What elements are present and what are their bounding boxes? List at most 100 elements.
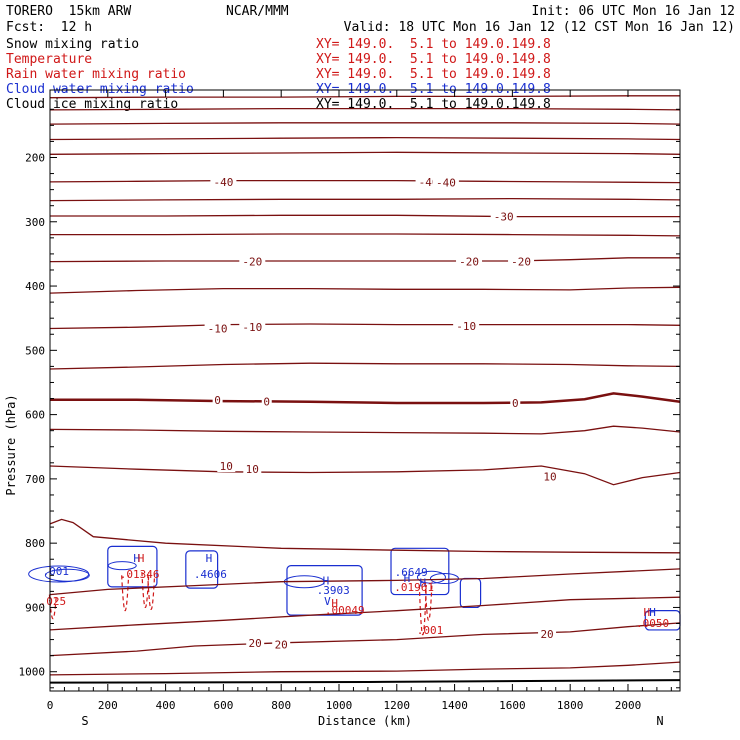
isotherm-label: -40 [213,176,233,189]
isotherm-label-bg [510,397,521,410]
isotherm-label: -20 [242,256,262,269]
cloud-water-label: V [324,595,331,608]
cloud-water-contour [459,577,482,609]
isotherm-label: 20 [275,639,288,652]
north-endpoint: N [656,714,663,728]
rain-label: H [138,552,145,565]
cloud-water-contour [644,610,681,631]
y-tick-label: 900 [25,601,45,614]
legend-snow-xy: XY= 149.0. 5.1 to 149.0.149.8 [316,37,551,52]
y-tick-label: 700 [25,473,45,486]
isotherm-label: -40 [436,177,456,190]
cloud-water-label: H [323,574,330,587]
y-tick-label: 800 [25,537,45,550]
x-axis-title: Distance (km) [318,714,412,728]
isotherm-line [49,568,681,596]
isotherm-label-bg [453,319,480,332]
cloud-water-contour [107,545,158,588]
y-tick-label: 400 [25,280,45,293]
isotherm-label: 20 [249,637,262,650]
isotherm-label-bg [490,210,517,223]
label-layer: -40 -40-40-30-20 -20 -20-10 -10 -100 0 010 10102… [40,175,669,652]
isotherm-label: 0 [512,397,519,410]
isotherm-label: -10 [242,321,262,334]
cloud-water-label: H [419,576,426,589]
y-axis-title: Pressure (hPa) [4,394,18,495]
isotherm-line [49,286,681,294]
y-tick-label: 500 [25,344,45,357]
rain-contour [147,573,156,610]
x-tick-label: 600 [213,699,233,712]
rain-label: .00049 [325,604,365,617]
legend-snow-label: Snow mixing ratio [6,37,140,52]
axis-layer: 0 200 400 600 800 1000 1200 1400 1600 1800 2000200… [19,90,680,712]
isotherm-label: 10 [246,463,259,476]
south-endpoint: S [81,714,88,728]
isotherm-label-bg [210,175,237,188]
isotherm-label-bg [456,255,483,268]
isotherm-layer [49,95,681,684]
x-tick-label: 800 [271,699,291,712]
isotherm-line [49,257,680,263]
x-tick-label: 1800 [557,699,584,712]
isotherm-label-bg [432,176,459,189]
legend-cloud-water-label: Cloud water mixing ratio [6,82,194,97]
init-time: Init: 06 UTC Mon 16 Jan 12 [531,4,736,19]
isotherm-label: 20 [540,628,553,641]
isotherm-label-bg [261,395,272,408]
isotherm-line [49,596,681,631]
rain-label: .001 [417,624,444,637]
cloud-water-contour [429,573,459,585]
x-tick-label: 1600 [499,699,526,712]
cloud-water-label: H [649,606,656,619]
isotherm-label: 0 [263,396,270,409]
isotherm-label: 10 [220,460,233,473]
isotherm-line [49,518,681,554]
legend-temperature-label: Temperature [6,52,93,67]
cloud-water-label: .4606 [194,568,227,581]
x-tick-label: 1000 [326,699,353,712]
isotherm-label: -10 [208,322,228,335]
isotherm-label-bg [217,460,236,473]
cloud-water-contour [44,568,90,582]
isotherm-label-bg [272,638,291,651]
legend-rain-xy: XY= 149.0. 5.1 to 149.0.149.8 [316,67,551,82]
cloud-water-contour [185,550,219,589]
rain-contour [418,584,427,636]
isotherm-label-bg [508,255,535,268]
rain-contour [424,581,433,621]
x-tick-label: 400 [156,699,176,712]
x-tick-label: 2000 [615,699,642,712]
isotherm-line [50,214,680,218]
isotherm-label: 0 [214,394,221,407]
cloud-water-contour [28,565,90,583]
cloud-water-contour [107,561,137,571]
legend-cloud-water-xy: XY= 149.0. 5.1 to 149.0.149.8 [316,82,551,97]
legend-rain-label: Rain water mixing ratio [6,67,187,82]
rain-label: .01961 [394,581,434,594]
isotherm-label-bg [415,175,442,188]
isotherm-line [49,136,681,141]
isotherm-label-bg [243,463,262,476]
isotherm-line [49,197,681,202]
cloud-water-contour [283,575,325,589]
isotherm-label-bg [239,255,266,268]
cloud-water-contour [390,547,450,596]
x-tick-label: 1400 [441,699,468,712]
plot-frame [49,89,681,692]
surface-line [49,679,681,684]
valid-time: Valid: 18 UTC Mon 16 Jan 12 (12 CST Mon … [343,20,735,35]
cloud-water-label: .6649 [395,566,428,579]
rain-label: H [643,606,650,619]
cloud-water-label: H [404,572,411,585]
rain-label: .0050 [636,617,669,630]
rain-label: .025 [40,595,67,608]
isotherm-line [49,122,681,125]
cloud-water-contour [286,565,363,616]
rain-contour [141,572,150,609]
isotherm-label-bg [204,322,231,335]
isotherm-line [50,392,681,405]
x-tick-label: 1200 [384,699,411,712]
legend-temperature-xy: XY= 149.0. 5.1 to 149.0.149.8 [316,52,551,67]
isotherm-line [49,425,681,435]
